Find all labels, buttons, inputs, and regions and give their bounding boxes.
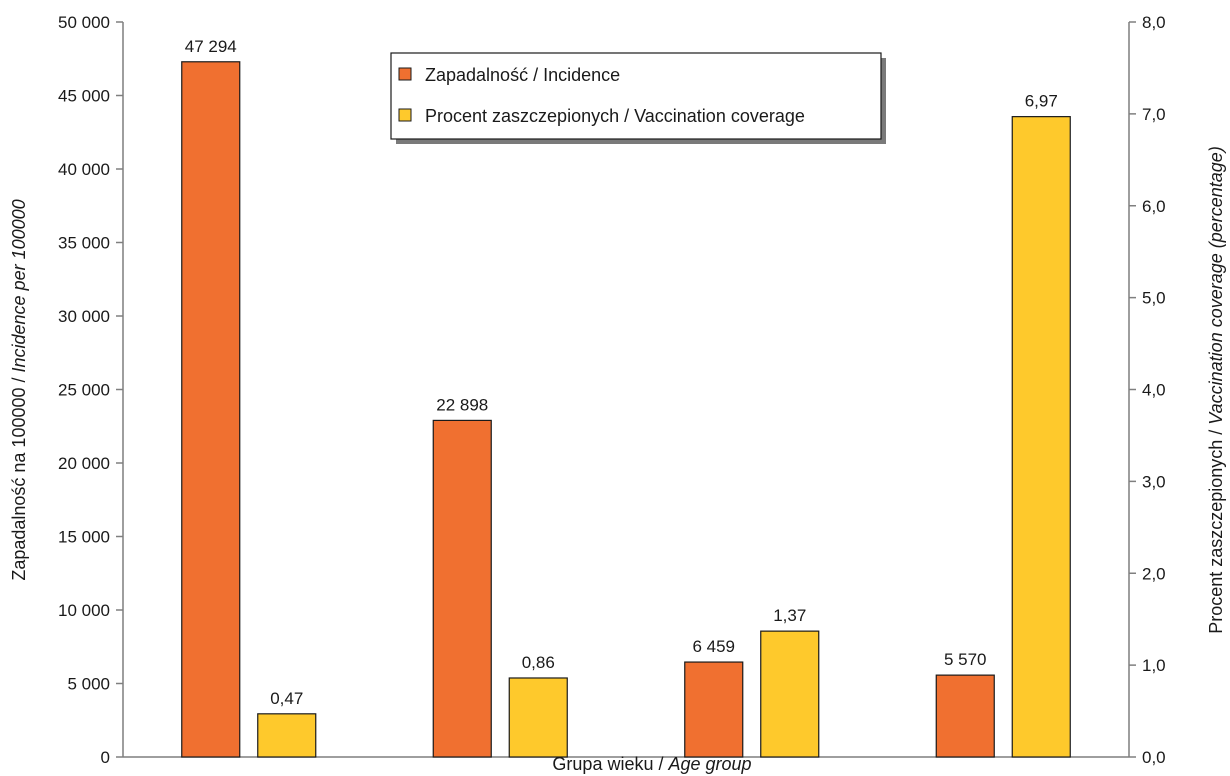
bar-incidence (935, 674, 995, 758)
x-axis-title: Grupa wieku / Age group (552, 754, 751, 774)
legend-label-incidence: Zapadalność / Incidence (425, 65, 620, 85)
left-tick-label: 10 000 (58, 601, 110, 620)
legend-swatch-vaccination (398, 108, 412, 122)
y-axis-left-title: Zapadalność na 100000 / Incidence per 10… (9, 199, 29, 580)
left-axis-ticks: 0 5 000 10 000 15 000 20 000 25 000 30 000 35 0… (58, 13, 123, 767)
bar-incidence (684, 661, 744, 758)
y-axis-right-title: Procent zaszczepionych / Vaccination cov… (1206, 146, 1226, 634)
left-tick-label: 35 000 (58, 234, 110, 253)
data-label-vaccination: 0,47 (270, 689, 303, 708)
bars: 47 294 0,47 22 898 0,86 6 459 1,37 5 570 6,97 (181, 37, 1071, 758)
left-tick-label: 25 000 (58, 381, 110, 400)
data-label-incidence: 47 294 (185, 37, 237, 56)
legend-swatch-incidence (398, 67, 412, 81)
left-tick-label: 45 000 (58, 87, 110, 106)
bar-vaccination (1011, 116, 1071, 758)
right-tick-label: 6,0 (1142, 197, 1166, 216)
right-tick-label: 2,0 (1142, 564, 1166, 583)
right-tick-label: 1,0 (1142, 656, 1166, 675)
left-tick-label: 30 000 (58, 307, 110, 326)
left-tick-label: 5 000 (67, 675, 110, 694)
bar-vaccination (257, 713, 317, 758)
right-tick-label: 3,0 (1142, 472, 1166, 491)
bar-vaccination (760, 630, 820, 758)
data-label-vaccination: 6,97 (1025, 92, 1058, 111)
data-label-incidence: 5 570 (944, 650, 987, 669)
bar-incidence (432, 419, 492, 758)
right-axis-ticks: 0,0 1,0 2,0 3,0 4,0 5,0 6,0 7,0 8,0 (1129, 13, 1166, 767)
left-tick-label: 0 (101, 748, 110, 767)
data-label-incidence: 6 459 (692, 637, 735, 656)
data-label-incidence: 22 898 (436, 395, 488, 414)
right-tick-label: 0,0 (1142, 748, 1166, 767)
right-tick-label: 4,0 (1142, 381, 1166, 400)
right-tick-label: 8,0 (1142, 13, 1166, 32)
legend: Zapadalność / Incidence Procent zaszczep… (390, 52, 886, 144)
left-tick-label: 40 000 (58, 160, 110, 179)
bar-vaccination (508, 677, 568, 758)
right-tick-label: 5,0 (1142, 289, 1166, 308)
left-tick-label: 15 000 (58, 528, 110, 547)
legend-box (390, 52, 882, 140)
data-label-vaccination: 0,86 (522, 653, 555, 672)
left-tick-label: 50 000 (58, 13, 110, 32)
right-tick-label: 7,0 (1142, 105, 1166, 124)
bar-incidence (181, 61, 241, 758)
legend-label-vaccination: Procent zaszczepionych / Vaccination cov… (425, 106, 805, 126)
data-label-vaccination: 1,37 (773, 606, 806, 625)
left-tick-label: 20 000 (58, 454, 110, 473)
